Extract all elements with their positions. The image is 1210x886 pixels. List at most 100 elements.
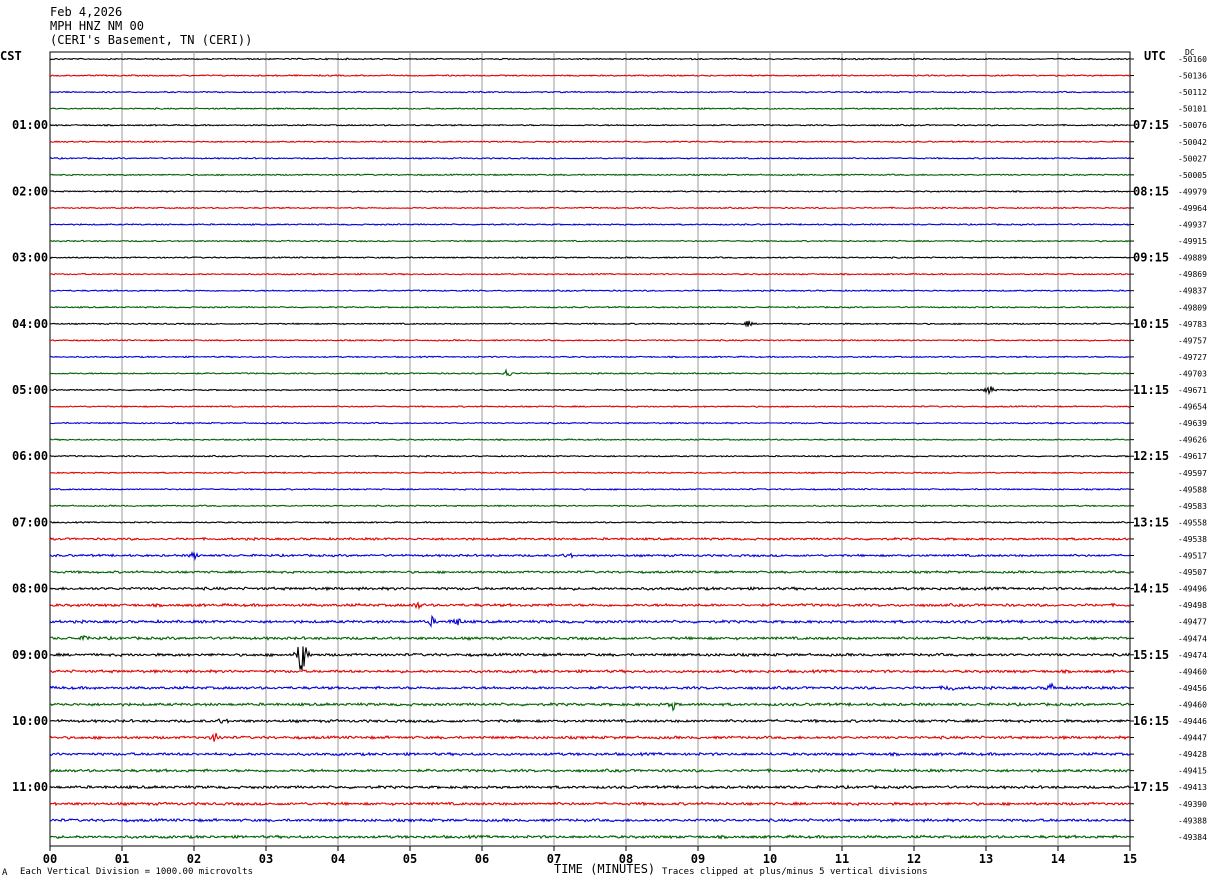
dc-offset-label: -49496 (1178, 585, 1207, 594)
seismic-trace (49, 601, 1131, 611)
seismic-trace (49, 57, 1131, 61)
x-tick-label: 12 (907, 852, 921, 866)
dc-offset-label: -50027 (1178, 154, 1207, 163)
seismic-trace (49, 368, 1131, 377)
dc-offset-label: -49809 (1178, 303, 1207, 312)
dc-offset-label: -49558 (1178, 518, 1207, 527)
dc-offset-label: -49474 (1178, 634, 1207, 643)
seismic-trace (49, 405, 1131, 409)
x-tick-label: 08 (619, 852, 633, 866)
seismic-trace (49, 140, 1131, 144)
dc-offset-label: -49388 (1178, 816, 1207, 825)
seismic-trace (49, 817, 1131, 824)
left-hour-label: 04:00 (12, 317, 48, 331)
dc-offset-label: -49671 (1178, 386, 1207, 395)
x-tick-label: 01 (115, 852, 129, 866)
seismic-trace (49, 520, 1131, 524)
left-hour-label: 05:00 (12, 383, 48, 397)
scale-note: Each Vertical Division = 1000.00 microvo… (20, 867, 253, 877)
plot-frame (49, 51, 1131, 847)
dc-offset-label: -49415 (1178, 767, 1207, 776)
dc-offset-label: -49889 (1178, 254, 1207, 263)
seismic-trace (49, 239, 1131, 243)
dc-offset-label: -49703 (1178, 369, 1207, 378)
dc-offset-label: -49446 (1178, 717, 1207, 726)
left-hour-label: 09:00 (12, 648, 48, 662)
seismic-trace (50, 173, 1131, 177)
x-tick-label: 07 (547, 852, 561, 866)
seismic-trace (49, 668, 1131, 675)
seismic-trace (49, 634, 1131, 642)
x-tick-label: 13 (979, 852, 993, 866)
corner-mark: A (2, 868, 8, 878)
seismic-trace (49, 355, 1131, 359)
seismic-trace (49, 156, 1131, 160)
seismic-trace (49, 123, 1131, 127)
left-hour-label: 10:00 (12, 714, 48, 728)
dc-offset-label: -49507 (1178, 568, 1207, 577)
dc-offset-label: -50005 (1178, 171, 1207, 180)
left-hour-label: 06:00 (12, 449, 48, 463)
seismic-trace (49, 550, 1131, 561)
left-timezone-label: CST (0, 49, 22, 63)
dc-offset-label: -50076 (1178, 121, 1207, 130)
seismic-trace (49, 338, 1131, 342)
dc-offset-label: -50136 (1178, 72, 1207, 81)
seismic-trace (49, 421, 1131, 425)
seismic-trace (49, 504, 1131, 508)
right-hour-label: 16:15 (1133, 714, 1169, 728)
dc-offset-label: -49413 (1178, 783, 1207, 792)
dc-offset-label: -49474 (1178, 651, 1207, 660)
seismic-trace (49, 471, 1131, 475)
header-date: Feb 4,2026 (50, 5, 123, 19)
left-hour-label: 02:00 (12, 184, 48, 198)
right-hour-label: 11:15 (1133, 383, 1169, 397)
x-axis-label: TIME (MINUTES) (554, 862, 656, 876)
left-hour-label: 11:00 (12, 780, 48, 794)
seismic-trace (49, 646, 1131, 671)
seismic-trace (49, 536, 1131, 542)
seismic-trace (49, 320, 1131, 328)
seismic-trace (49, 487, 1131, 491)
seismic-trace (49, 614, 1131, 628)
x-tick-label: 09 (691, 852, 705, 866)
x-tick-label: 04 (331, 852, 345, 866)
seismic-trace (49, 701, 1131, 712)
seismic-trace (49, 90, 1131, 94)
seismic-trace (49, 289, 1131, 293)
x-tick-label: 10 (763, 852, 777, 866)
seismic-trace (49, 305, 1131, 309)
x-tick-label: 02 (187, 852, 201, 866)
dc-offset-label: -49617 (1178, 452, 1207, 461)
dc-offset-label: -49915 (1178, 237, 1207, 246)
seismic-trace (49, 732, 1131, 742)
dc-offset-label: -49390 (1178, 800, 1207, 809)
x-tick-label: 00 (43, 852, 57, 866)
dc-offset-label: -50160 (1178, 55, 1207, 64)
dc-label: DC (1185, 48, 1195, 57)
seismic-trace (49, 438, 1131, 442)
seismic-trace (49, 834, 1131, 840)
right-hour-label: 07:15 (1133, 118, 1169, 132)
dc-offset-label: -50042 (1178, 138, 1207, 147)
dc-offset-label: -49384 (1178, 833, 1207, 842)
dc-offset-label: -49783 (1178, 320, 1207, 329)
right-hour-label: 09:15 (1133, 251, 1169, 265)
seismic-trace (49, 206, 1131, 210)
seismic-trace (49, 454, 1131, 458)
dc-offset-label: -49428 (1178, 750, 1207, 759)
seismic-trace (49, 801, 1131, 807)
right-hour-label: 08:15 (1133, 184, 1169, 198)
dc-offset-label: -49626 (1178, 436, 1207, 445)
right-hour-label: 14:15 (1133, 582, 1169, 596)
seismic-trace (49, 272, 1131, 276)
seismic-trace (49, 386, 1131, 396)
dc-offset-label: -49639 (1178, 419, 1207, 428)
seismic-trace (49, 751, 1131, 757)
dc-offset-label: -50112 (1178, 88, 1207, 97)
x-tick-label: 06 (475, 852, 489, 866)
seismic-trace (49, 73, 1131, 78)
x-tick-label: 11 (835, 852, 849, 866)
right-hour-label: 10:15 (1133, 317, 1169, 331)
